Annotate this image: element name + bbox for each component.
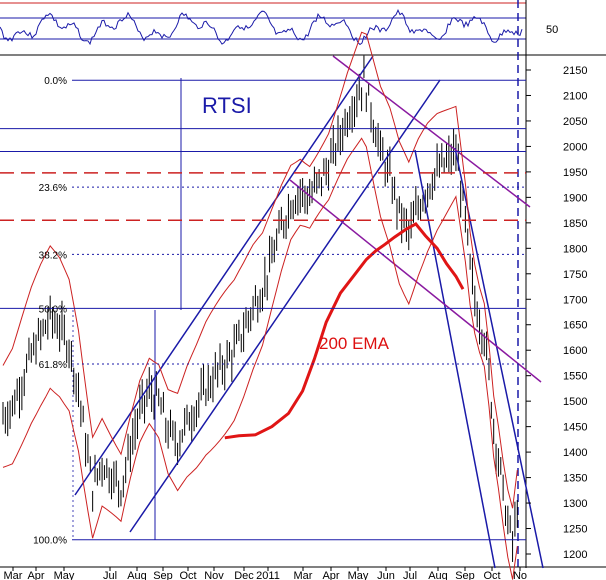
x-tick-label: Nov [204, 570, 224, 580]
fib-level-label: 50.0% [39, 304, 67, 315]
purple-resistance-line [332, 55, 531, 208]
y-tick-label: 1200 [563, 549, 587, 561]
x-tick-label: Jul [103, 570, 117, 580]
fib-level-label: 100.0% [33, 536, 67, 547]
x-tick-label: Aug [127, 570, 147, 580]
x-tick-label: Oct [483, 570, 500, 580]
y-tick-label: 1850 [563, 218, 587, 230]
purple-support-line [289, 179, 542, 383]
y-tick-label: 1750 [563, 269, 587, 281]
fib-level-label: 23.6% [39, 183, 67, 194]
y-tick-label: 1500 [563, 396, 587, 408]
bollinger-upper-band [2, 31, 518, 509]
y-tick-label: 1300 [563, 498, 587, 510]
x-tick-label: Dec [234, 570, 254, 580]
y-axis-ticks: 1200 1250 1300 1350 1400 1450 1500 1550 1600 1650… [526, 65, 587, 561]
y-tick-label: 1250 [563, 524, 587, 536]
y-tick-label: 1600 [563, 345, 587, 357]
fib-level-label: 0.0% [44, 76, 67, 87]
fib-level-label: 61.8% [39, 360, 67, 371]
lower-channel-line [129, 79, 441, 533]
y-tick-label: 1550 [563, 371, 587, 383]
indicator-line [0, 8, 523, 46]
x-tick-label: Jun [377, 570, 395, 580]
y-tick-label: 1950 [563, 167, 587, 179]
x-tick-label: Oct [179, 570, 196, 580]
y-tick-label: 2050 [563, 116, 587, 128]
x-tick-label: May [54, 570, 75, 580]
y-tick-label: 1650 [563, 320, 587, 332]
fibonacci-levels: 0.0% 23.6% 38.2% 50.0% 61.8% 100.0% [0, 76, 526, 547]
indicator-tick-label: 50 [546, 24, 558, 36]
x-tick-label: Apr [27, 570, 44, 580]
upper-channel-line [74, 55, 374, 496]
dashed-red-levels [0, 172, 526, 222]
x-tick-label: 2011 [256, 570, 280, 580]
x-tick-label: Apr [322, 570, 339, 580]
x-tick-label: Aug [428, 570, 448, 580]
x-tick-label: Mar [4, 570, 23, 580]
indicator-panel-background [0, 0, 606, 56]
downtrend-line-1 [414, 149, 496, 569]
bollinger-lower-band [2, 137, 518, 580]
price-bars [2, 55, 518, 562]
y-tick-label: 1700 [563, 294, 587, 306]
ema-200-line [224, 221, 465, 440]
x-tick-label: May [348, 570, 369, 580]
x-tick-label: No [513, 570, 527, 580]
horizontal-levels [0, 128, 526, 153]
y-tick-label: 2100 [563, 90, 587, 102]
y-tick-label: 1350 [563, 473, 587, 485]
x-tick-label: Sep [153, 570, 173, 580]
ema-series-label: 200 EMA [319, 334, 390, 353]
x-axis-ticks: Mar Apr May Jul Aug Sep Oct Nov Dec 2011 Mar Apr May… [4, 567, 527, 580]
y-tick-label: 2000 [563, 141, 587, 153]
y-tick-label: 1450 [563, 422, 587, 434]
x-tick-label: Jul [403, 570, 417, 580]
y-tick-label: 2150 [563, 65, 587, 77]
x-tick-label: Sep [455, 570, 475, 580]
x-tick-label: Mar [294, 570, 313, 580]
y-tick-label: 1900 [563, 192, 587, 204]
fib-level-label: 38.2% [39, 250, 67, 261]
y-tick-label: 1400 [563, 447, 587, 459]
y-tick-label: 1800 [563, 243, 587, 255]
downtrend-line-2 [454, 147, 544, 569]
chart-title: RTSI [202, 93, 252, 118]
